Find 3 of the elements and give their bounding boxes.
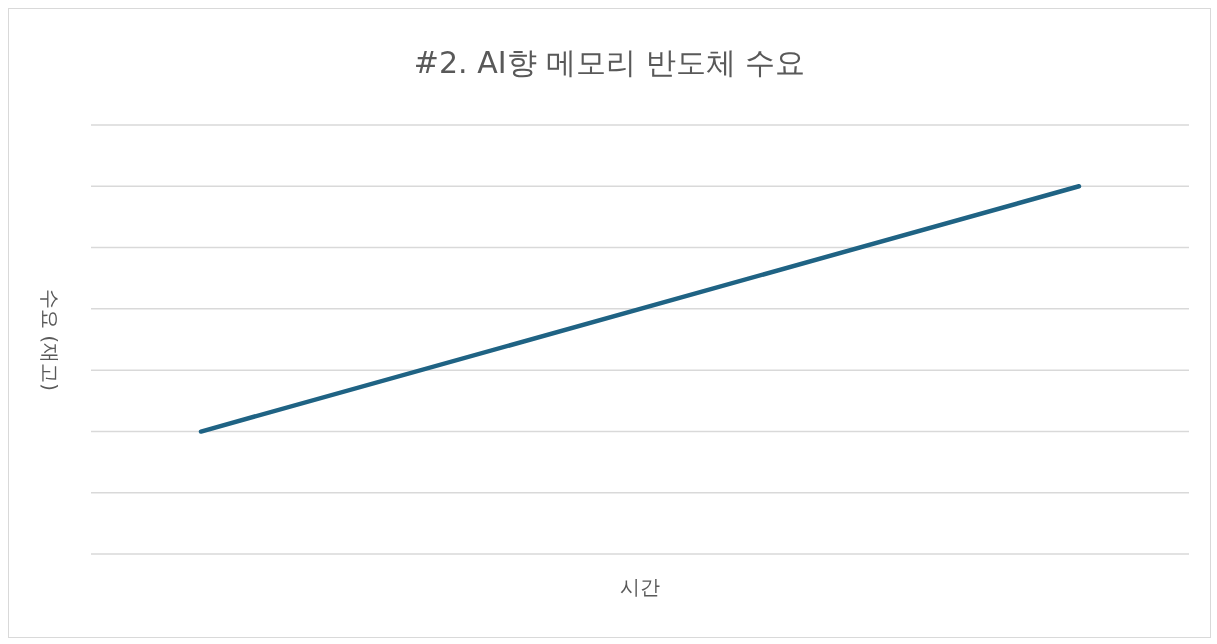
chart-title: #2. AI향 메모리 반도체 수요	[412, 44, 807, 82]
x-axis-title: 시간	[619, 574, 661, 601]
y-axis-title: 수요 (재고)	[36, 288, 63, 391]
